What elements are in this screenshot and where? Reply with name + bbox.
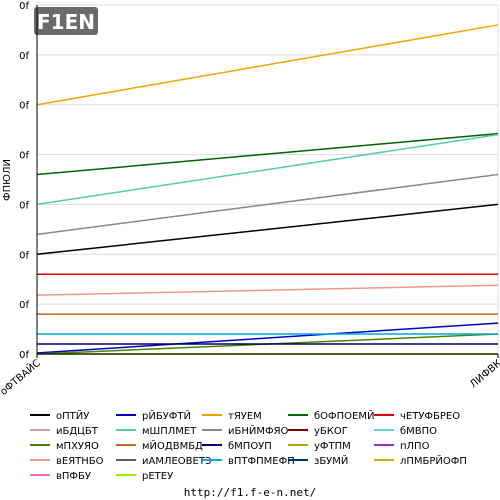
legend-item: рЙБУФТЙ <box>116 409 191 422</box>
legend-item: зБУМЙ <box>288 454 348 467</box>
legend-label: иБДЦБТ <box>56 426 99 437</box>
legend-label: иБНЙМФЯО <box>228 424 289 437</box>
y-tick-label: 0f <box>19 1 29 12</box>
x-tick-label: оФТВАЙС <box>0 356 43 397</box>
series-line <box>36 284 499 296</box>
legend-item: мШПЛМЕТ <box>116 426 197 437</box>
y-axis-title: ФПЮЛИ <box>2 159 13 201</box>
legend-label: оПТЙУ <box>56 409 89 422</box>
legend-label: чЕТУФБРЕО <box>400 411 460 422</box>
legend-item: иБНЙМФЯО <box>202 424 289 437</box>
y-tick-label: 0f <box>19 101 29 112</box>
legend-label: рЕТЕУ <box>142 471 173 482</box>
legend-label: уФТПМ <box>314 441 351 452</box>
legend-item: вПТФПМЕФП <box>202 456 295 467</box>
series-line <box>36 24 499 106</box>
y-tick-label: 0f <box>19 300 29 311</box>
legend-label: бМПОУП <box>228 441 272 452</box>
legend-item: мЙОДВМБД <box>116 439 203 452</box>
series-line <box>36 132 499 176</box>
legend-label: вПТФПМЕФП <box>228 456 295 467</box>
series-line <box>36 133 499 206</box>
series-line <box>36 173 499 236</box>
legend-item: пЛПО <box>374 441 430 452</box>
legend-item: бОФПОЕМЙ <box>288 409 374 422</box>
x-axis: оФТВАЙС ЛИФВК <box>0 354 500 398</box>
legend-label: уБКОГ <box>314 426 348 437</box>
legend-item: бМВПО <box>374 426 437 437</box>
legend: оПТЙУ рЙБУФТЙ тЯУЕМ бОФПОЕМЙ чЕТУФБРЕО иБДЦБТ… <box>30 409 467 482</box>
legend-item: вПФБУ <box>30 471 91 482</box>
y-axis: 0f 0f 0f 0f 0f 0f 0f 0f <box>19 1 29 361</box>
y-tick-label: 0f <box>19 151 29 162</box>
series-line <box>36 203 499 256</box>
legend-item: уБКОГ <box>288 426 348 437</box>
legend-item: мПХУЯО <box>30 441 99 452</box>
legend-label: тЯУЕМ <box>228 411 262 422</box>
legend-item: лПМБРЙОФП <box>374 454 467 467</box>
legend-label: вЕЯТНБО <box>56 456 104 467</box>
y-tick-label: 0f <box>19 250 29 261</box>
legend-item: вЕЯТНБО <box>30 456 104 467</box>
x-tick-label: ЛИФВК <box>468 358 500 391</box>
legend-label: зБУМЙ <box>314 454 348 467</box>
y-tick-label: 0f <box>19 350 29 361</box>
legend-item: иАМЛЕОВЕТЗ <box>116 456 211 467</box>
legend-label: лПМБРЙОФП <box>400 454 467 467</box>
legend-label: рЙБУФТЙ <box>142 409 191 422</box>
plot-frame <box>36 5 498 355</box>
footer-url[interactable]: http://f1.f-e-n.net/ <box>184 486 316 499</box>
legend-label: пЛПО <box>400 441 430 452</box>
legend-item: иБДЦБТ <box>30 426 99 437</box>
f1en-logo: F1EN <box>34 7 98 35</box>
legend-label: мШПЛМЕТ <box>142 426 197 437</box>
legend-item: тЯУЕМ <box>202 411 262 422</box>
series-line <box>36 322 499 354</box>
legend-label: бОФПОЕМЙ <box>314 409 374 422</box>
legend-label: мЙОДВМБД <box>142 439 203 452</box>
legend-item: рЕТЕУ <box>116 471 173 482</box>
grid <box>37 4 499 354</box>
y-tick-label: 0f <box>19 51 29 62</box>
legend-item: уФТПМ <box>288 441 351 452</box>
legend-item: чЕТУФБРЕО <box>374 411 460 422</box>
y-tick-label: 0f <box>19 200 29 211</box>
legend-item: бМПОУП <box>202 441 272 452</box>
legend-item: оПТЙУ <box>30 409 89 422</box>
logo-background <box>34 7 98 35</box>
legend-label: бМВПО <box>400 426 437 437</box>
legend-label: вПФБУ <box>56 471 91 482</box>
legend-label: мПХУЯО <box>56 441 99 452</box>
logo-text: F1EN <box>37 10 95 34</box>
legend-label: иАМЛЕОВЕТЗ <box>142 456 211 467</box>
